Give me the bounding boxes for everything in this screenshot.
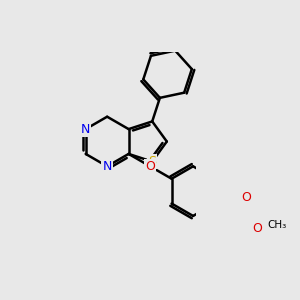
Text: CH₃: CH₃ — [267, 220, 286, 230]
Text: N: N — [103, 160, 112, 173]
Text: O: O — [242, 191, 251, 204]
Text: O: O — [253, 222, 262, 235]
Text: N: N — [81, 123, 90, 136]
Text: O: O — [145, 160, 155, 173]
Text: S: S — [148, 155, 156, 168]
